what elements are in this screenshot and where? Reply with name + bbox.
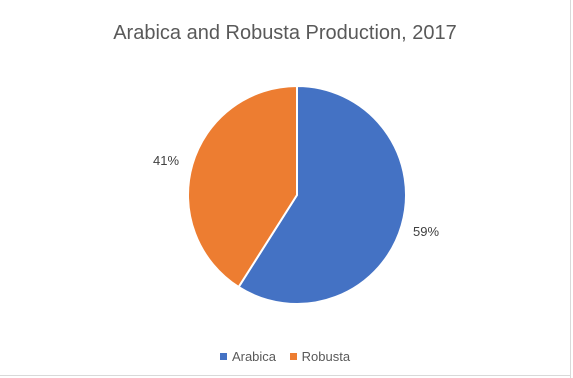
- chart-border-right: [570, 0, 571, 378]
- legend-label-robusta: Robusta: [301, 349, 351, 364]
- legend-label-arabica: Arabica: [231, 349, 277, 364]
- data-label-arabica: 59%: [413, 224, 440, 239]
- legend-swatch-arabica: [219, 353, 227, 360]
- pie-slice-arabica: [237, 84, 407, 305]
- data-label-robusta: 41%: [153, 153, 180, 168]
- chart-title: Arabica and Robusta Production, 2017: [113, 22, 457, 44]
- legend: Arabica Robusta: [0, 349, 570, 364]
- chart-border-bottom: [0, 375, 571, 376]
- pie-slice-robusta: [187, 84, 298, 289]
- legend-swatch-robusta: [289, 353, 297, 360]
- legend-item-arabica: Arabica: [219, 349, 277, 364]
- legend-item-robusta: Robusta: [289, 349, 351, 364]
